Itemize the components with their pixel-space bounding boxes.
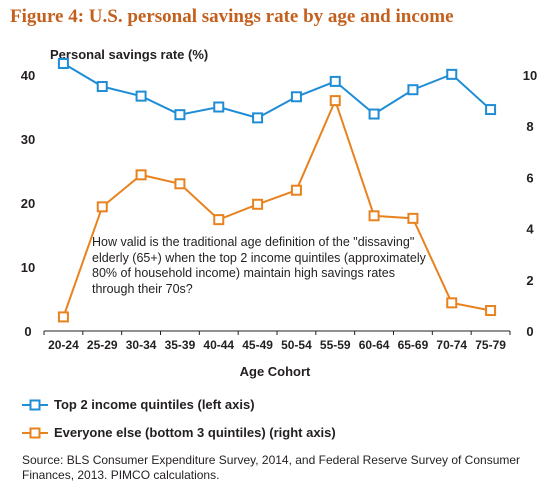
x-tick-label: 60-64 bbox=[359, 338, 390, 352]
series-1-point bbox=[135, 169, 147, 181]
x-tick-label: 50-54 bbox=[281, 338, 312, 352]
figure-title: Figure 4: U.S. personal savings rate by … bbox=[10, 6, 454, 27]
chart-annotation: How valid is the traditional age definit… bbox=[92, 235, 426, 296]
series-1-point bbox=[485, 305, 497, 317]
y-axis-title: Personal savings rate (%) bbox=[50, 47, 209, 62]
series-1-point bbox=[213, 214, 225, 226]
series-0-point bbox=[57, 57, 69, 69]
series-1-point bbox=[252, 198, 264, 210]
series-1-point bbox=[407, 212, 419, 224]
x-tick-label: 55-59 bbox=[320, 338, 351, 352]
legend-item-top-quintiles: Top 2 income quintiles (left axis) bbox=[22, 397, 255, 412]
x-tick-label: 45-49 bbox=[242, 338, 273, 352]
right-tick-label: 6 bbox=[526, 170, 533, 185]
series-line-1 bbox=[62, 97, 491, 318]
x-tick-label: 30-34 bbox=[126, 338, 157, 352]
legend-label-bottom-quintiles: Everyone else (bottom 3 quintiles) (righ… bbox=[54, 425, 336, 440]
right-tick-label: 2 bbox=[526, 273, 533, 288]
left-tick-label: 20 bbox=[21, 196, 35, 211]
series-0-point bbox=[174, 109, 186, 121]
left-tick-label: 40 bbox=[21, 68, 35, 83]
legend-marker-blue bbox=[22, 399, 48, 410]
x-tick-label: 35-39 bbox=[165, 338, 196, 352]
right-tick-label: 8 bbox=[526, 119, 533, 134]
series-0-point bbox=[213, 101, 225, 113]
series-1-point bbox=[174, 178, 186, 190]
legend-label-top-quintiles: Top 2 income quintiles (left axis) bbox=[54, 397, 255, 412]
series-0-point bbox=[446, 68, 458, 80]
legend-marker-orange bbox=[22, 427, 48, 438]
series-1-point bbox=[446, 297, 458, 309]
right-tick-label: 0 bbox=[526, 324, 533, 339]
series-0-point bbox=[329, 75, 341, 87]
series-0-point bbox=[252, 112, 264, 124]
series-0-point bbox=[290, 91, 302, 103]
series-0-point bbox=[485, 104, 497, 116]
right-tick-label: 4 bbox=[526, 222, 534, 237]
x-tick-label: 20-24 bbox=[48, 338, 79, 352]
series-1-point bbox=[96, 201, 108, 213]
series-1-point bbox=[329, 95, 341, 107]
series-1-point bbox=[57, 311, 69, 323]
series-line-0 bbox=[62, 62, 492, 119]
series-0-point bbox=[368, 108, 380, 120]
x-tick-label: 65-69 bbox=[398, 338, 429, 352]
left-tick-label: 30 bbox=[21, 132, 35, 147]
right-tick-label: 10 bbox=[523, 68, 537, 83]
series-0-point bbox=[96, 81, 108, 93]
legend-item-bottom-quintiles: Everyone else (bottom 3 quintiles) (righ… bbox=[22, 425, 336, 440]
x-tick-label: 75-79 bbox=[475, 338, 506, 352]
series-1-point bbox=[368, 210, 380, 222]
left-tick-label: 10 bbox=[21, 260, 35, 275]
x-axis-title: Age Cohort bbox=[239, 364, 311, 379]
series-0-point bbox=[407, 84, 419, 96]
x-tick-label: 40-44 bbox=[203, 338, 234, 352]
x-tick-label: 25-29 bbox=[87, 338, 118, 352]
x-tick-label: 70-74 bbox=[436, 338, 467, 352]
source-note: Source: BLS Consumer Expenditure Survey,… bbox=[22, 453, 521, 482]
chart-series bbox=[57, 57, 497, 323]
series-1-point bbox=[290, 184, 302, 196]
series-0-point bbox=[135, 90, 147, 102]
chart-axes: 0 10 20 30 40 0 2 4 6 8 10 20-24 25-29 30-34 35-39 40-4… bbox=[21, 68, 537, 352]
left-tick-label: 0 bbox=[24, 324, 31, 339]
